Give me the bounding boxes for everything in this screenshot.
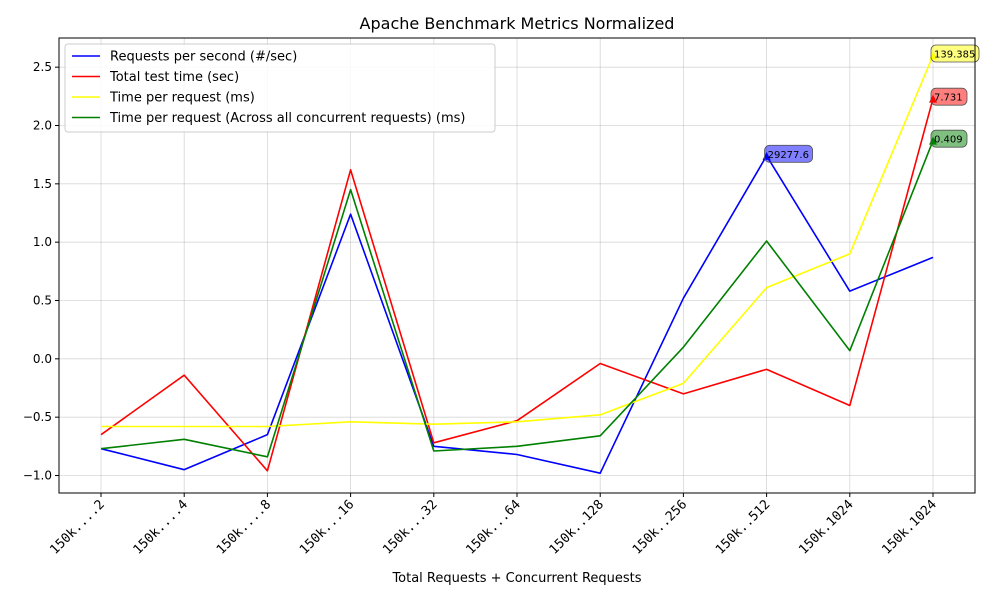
x-axis-label: Total Requests + Concurrent Requests (391, 571, 641, 586)
x-tick-label: 150k..128 (547, 497, 607, 557)
chart-title: Apache Benchmark Metrics Normalized (360, 14, 675, 33)
y-tick-label: −1.0 (23, 469, 52, 483)
x-tick-label: 150k...32 (380, 497, 440, 557)
y-tick-label: 2.5 (33, 60, 52, 74)
annotation-label-3: 0.409 (934, 135, 963, 146)
x-tick-label: 150k...16 (297, 497, 357, 557)
legend-label-1: Total test time (sec) (109, 70, 239, 85)
x-axis-ticks: 150k....2 150k....4 150k....8 150k...16 150k… (47, 493, 940, 558)
annotation-label-2: 139.385 (934, 50, 975, 61)
x-tick-label: 150k..256 (630, 497, 690, 557)
x-tick-label: 150k....8 (214, 497, 274, 557)
legend-items: Requests per second (#/sec) Total test ti… (72, 50, 465, 126)
x-tick-label: 150k...64 (463, 497, 524, 558)
annotation-box-1 (930, 87, 968, 106)
series-layer (100, 55, 934, 474)
x-tick-label: 150k.1024 (796, 497, 857, 558)
y-axis-ticks: −1.0 −0.5 0.0 0.5 1.0 1.5 2.0 2.5 (23, 60, 59, 483)
legend-label-2: Time per request (ms) (109, 91, 255, 106)
series-line-3 (100, 140, 934, 458)
annotation-box-3 (930, 129, 968, 148)
annotation-box-2 (930, 44, 980, 63)
series-line-1 (100, 98, 934, 472)
x-tick-label: 150k.1024 (879, 497, 940, 558)
legend-label-0: Requests per second (#/sec) (110, 50, 297, 65)
x-tick-label: 150k....4 (131, 497, 192, 558)
series-line-0 (100, 155, 934, 474)
legend-box (64, 43, 496, 133)
y-tick-label: 0.0 (33, 352, 52, 366)
legend-label-3: Time per request (Across all concurrent … (109, 111, 465, 126)
y-tick-label: −0.5 (23, 410, 52, 424)
annotation-label-1: 7.731 (934, 93, 963, 104)
y-tick-label: 1.0 (33, 235, 52, 249)
x-tick-label: 150k....2 (47, 497, 107, 557)
y-tick-label: 1.5 (33, 177, 52, 191)
annotation-box-0 (764, 144, 813, 163)
legend: Requests per second (#/sec) Total test ti… (64, 43, 496, 133)
annotation-label-0: 29277.6 (768, 150, 809, 161)
y-tick-label: 0.5 (33, 294, 52, 308)
x-tick-label: 150k..512 (713, 497, 773, 557)
annotation-layer: 29277.6 7.731 139.385 0.409 (762, 44, 980, 163)
y-tick-label: 2.0 (33, 119, 52, 133)
